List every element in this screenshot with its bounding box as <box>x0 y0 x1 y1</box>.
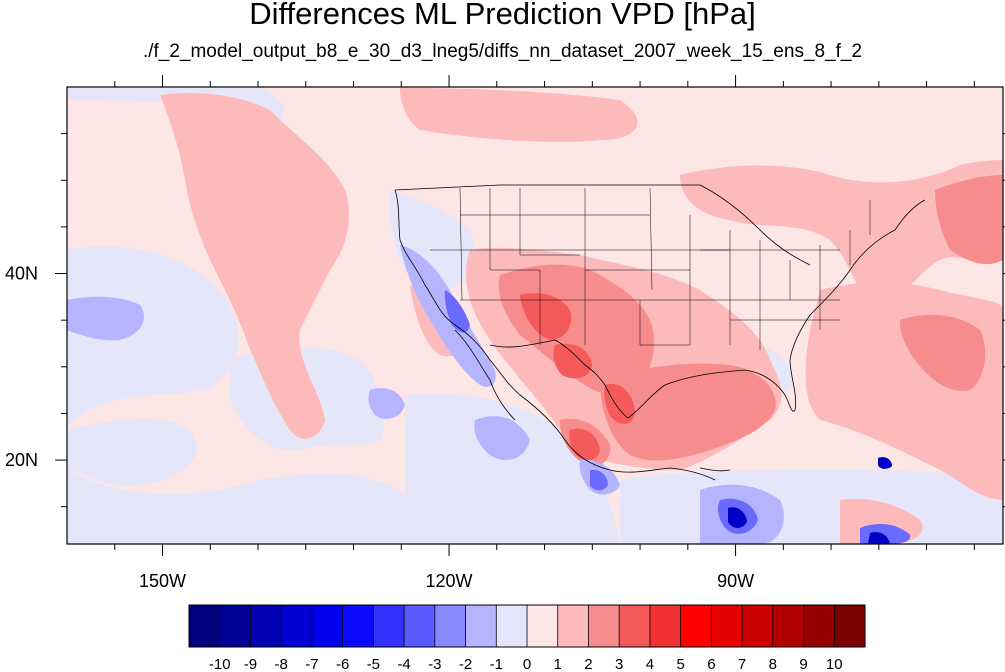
colorbar-swatch <box>649 605 682 647</box>
colorbar-label: 5 <box>676 656 684 672</box>
lon-tick-label: 90W <box>717 571 754 591</box>
lon-tick-label: 150W <box>139 571 186 591</box>
colorbar-label: 9 <box>799 656 807 672</box>
colorbar-label: 1 <box>554 656 562 672</box>
state-borders <box>430 187 871 350</box>
colorbar-swatch <box>619 605 651 647</box>
colorbar-label: 0 <box>523 656 531 672</box>
colorbar-label: 7 <box>738 656 746 672</box>
colorbar-label: -2 <box>459 656 472 672</box>
colorbar-swatch <box>527 605 559 647</box>
colorbar-label: -8 <box>275 656 288 672</box>
colorbar-label: -6 <box>336 656 349 672</box>
colorbar-swatch <box>496 605 528 647</box>
colorbar-label: 6 <box>707 656 715 672</box>
positive-strong-regions <box>520 293 635 461</box>
lat-tick-label: 20N <box>5 450 38 470</box>
colorbar-swatch <box>557 605 589 647</box>
lat-tick-label: 40N <box>5 264 38 284</box>
colorbar-swatch <box>404 605 436 647</box>
colorbar-swatch <box>742 605 774 647</box>
colorbar-swatch <box>711 605 743 647</box>
map-frame <box>66 86 1004 545</box>
axis-labels: 150W 120W 90W 40N 20N <box>5 264 754 591</box>
colorbar-label: -1 <box>490 656 503 672</box>
colorbar-swatch <box>373 605 405 647</box>
colorbar-label: -5 <box>367 656 380 672</box>
colorbar-swatch <box>189 605 221 647</box>
colorbar: -10 -9 -8 -7 -6 -5 -4 -3 -2 -1 0 1 2 3 4 5 6 7 8 9 10 <box>188 604 866 672</box>
colorbar-swatch <box>772 605 805 647</box>
colorbar-swatch <box>281 605 313 647</box>
colorbar-swatch <box>311 605 344 647</box>
colorbar-label: -4 <box>397 656 410 672</box>
map-subtitle: ./f_2_model_output_b8_e_30_d3_lneg5/diff… <box>142 41 863 62</box>
colorbar-swatch <box>465 605 497 647</box>
colorbar-label: -10 <box>209 656 231 672</box>
coastlines <box>394 184 926 481</box>
axis-ticks <box>55 75 1005 556</box>
colorbar-swatch <box>588 605 620 647</box>
colorbar-label: 3 <box>615 656 623 672</box>
colorbar-swatch <box>434 605 467 647</box>
colorbar-label: -7 <box>305 656 318 672</box>
colorbar-label: -9 <box>244 656 257 672</box>
colorbar-swatch <box>342 605 374 647</box>
lon-tick-label: 120W <box>426 571 473 591</box>
map-title: Differences ML Prediction VPD [hPa] <box>249 0 756 31</box>
colorbar-swatch <box>834 605 866 647</box>
colorbar-swatch <box>250 605 282 647</box>
colorbar-label: 10 <box>826 656 843 672</box>
colorbar-swatch <box>219 605 251 647</box>
colorbar-label: -3 <box>428 656 441 672</box>
colorbar-swatch <box>803 605 835 647</box>
colorbar-label: 8 <box>769 656 777 672</box>
colorbar-swatch <box>680 605 712 647</box>
colorbar-frame <box>188 604 866 648</box>
colorbar-label: 4 <box>646 656 654 672</box>
negative-extreme-regions <box>728 457 892 544</box>
colorbar-label: 2 <box>584 656 592 672</box>
data-field <box>67 87 1003 544</box>
